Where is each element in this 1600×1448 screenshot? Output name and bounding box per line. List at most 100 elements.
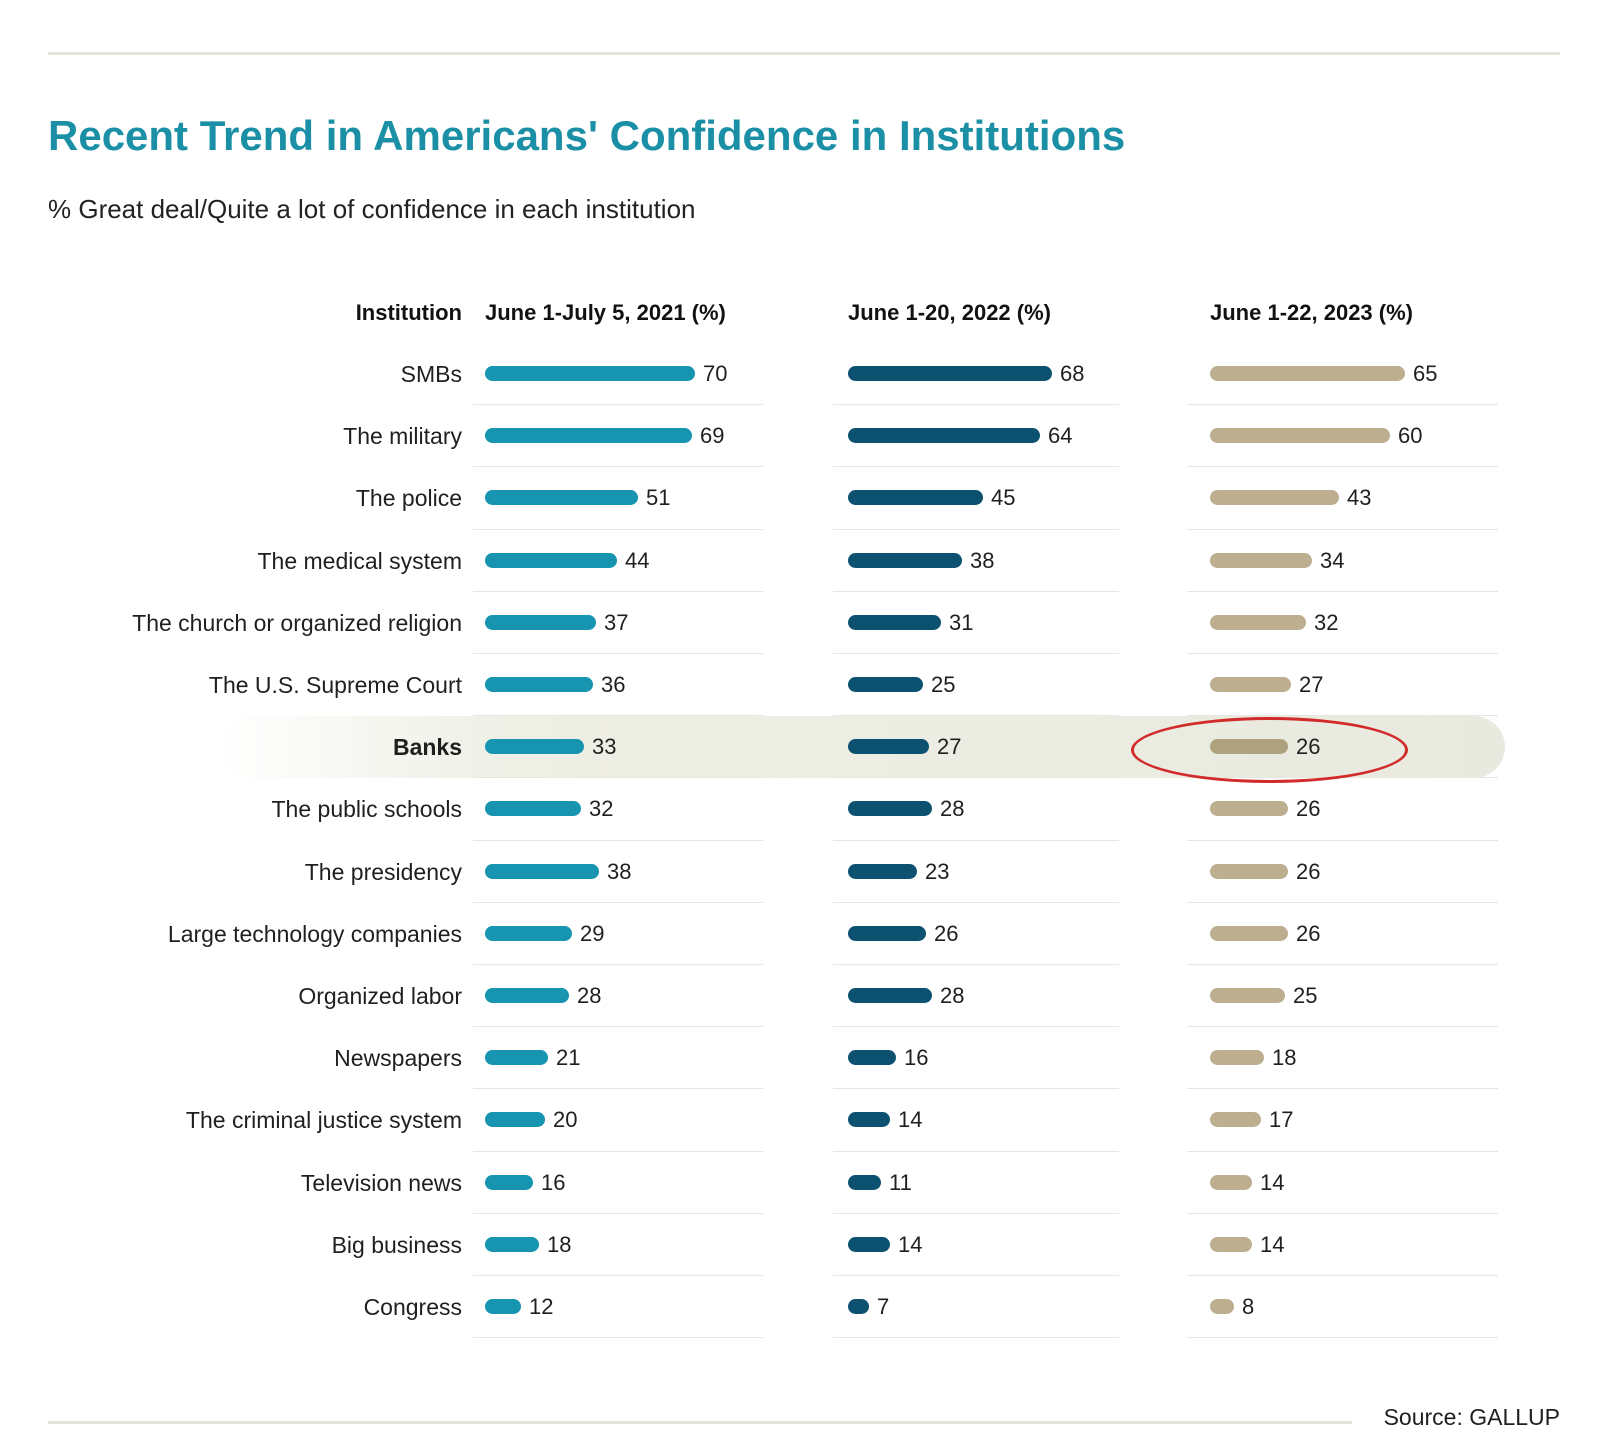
bar-value-label: 34 [1320, 547, 1345, 573]
source-note: Source: GALLUP [1383, 1404, 1560, 1430]
bar-value-label: 38 [607, 858, 632, 884]
bar [1210, 677, 1291, 692]
chart-title: Recent Trend in Americans' Confidence in… [48, 112, 1126, 159]
row-separator [1187, 1088, 1498, 1090]
row-label: The military [343, 423, 462, 450]
bar-value-label: 18 [547, 1231, 572, 1257]
bar-value-label: 26 [1296, 796, 1321, 822]
bar-value-label: 26 [1296, 858, 1321, 884]
row-separator [1187, 839, 1498, 841]
bar-value-label: 21 [556, 1045, 581, 1071]
row-separator [1187, 590, 1498, 592]
bar [1210, 366, 1405, 381]
bar [485, 1112, 545, 1128]
bar [485, 677, 593, 692]
bar-value-label: 60 [1398, 423, 1423, 449]
row-separator [473, 466, 763, 468]
bar [848, 677, 923, 692]
bar [1210, 1299, 1234, 1314]
row-separator [1187, 1212, 1498, 1214]
bar [1210, 614, 1306, 630]
bar [1210, 1236, 1252, 1252]
row-separator [473, 901, 763, 903]
bar-value-label: 31 [949, 609, 974, 635]
bar [848, 428, 1040, 444]
bar-value-label: 27 [1299, 672, 1324, 697]
row-separator [833, 1150, 1119, 1152]
row-label: Congress [363, 1294, 462, 1320]
row-separator [1187, 404, 1498, 406]
row-separator [833, 715, 1119, 717]
row-label: Television news [300, 1169, 462, 1196]
bar-value-label: 14 [1260, 1231, 1285, 1257]
bar [848, 1112, 890, 1128]
row-separator [473, 404, 763, 406]
bar [485, 490, 638, 506]
top-divider [48, 52, 1560, 55]
row-label: The U.S. Supreme Court [208, 672, 462, 698]
row-separator [473, 590, 763, 592]
bar-value-label: 28 [577, 983, 602, 1008]
bar [1210, 925, 1288, 941]
row-separator [833, 1212, 1119, 1214]
row-separator [473, 777, 763, 779]
row-label: The medical system [257, 547, 462, 574]
bar-value-label: 36 [601, 672, 626, 697]
bottom-divider [48, 1421, 1352, 1424]
bar [485, 863, 599, 879]
bar-value-label: 28 [940, 796, 965, 822]
bar-value-label: 18 [1272, 1045, 1297, 1071]
bar [485, 988, 569, 1003]
row-separator [1187, 1150, 1498, 1152]
bar [485, 801, 581, 817]
bar-value-label: 16 [904, 1045, 929, 1071]
row-separator [833, 528, 1119, 530]
row-separator [1187, 1275, 1498, 1276]
bar-value-label: 16 [541, 1169, 566, 1195]
bar-value-label: 12 [529, 1294, 554, 1319]
row-separator [473, 1150, 763, 1152]
bar [485, 925, 572, 941]
bar [848, 1236, 890, 1252]
row-label: Large technology companies [167, 920, 462, 947]
bar [485, 1236, 539, 1252]
bar [1210, 1050, 1264, 1066]
bar-value-label: 14 [898, 1107, 923, 1133]
bar-value-label: 11 [889, 1169, 912, 1195]
row-label: Newspapers [334, 1045, 462, 1072]
row-separator [1187, 528, 1498, 530]
row-separator [473, 653, 763, 654]
column-header-2021: June 1-July 5, 2021 (%) [485, 300, 726, 325]
row-label: The criminal justice system [185, 1107, 462, 1134]
bar [485, 1174, 533, 1190]
bar-value-label: 70 [703, 361, 728, 386]
row-label: The police [355, 485, 462, 512]
row-separator [473, 528, 763, 530]
bar-value-label: 28 [940, 983, 965, 1008]
bar-value-label: 8 [1242, 1294, 1255, 1319]
row-separator [833, 1088, 1119, 1090]
row-separator [473, 715, 763, 717]
bar-value-label: 14 [898, 1231, 923, 1257]
row-separator [1187, 964, 1498, 965]
row-separator [833, 964, 1119, 965]
bar-value-label: 68 [1060, 361, 1085, 386]
row-label: The church or organized religion [132, 609, 462, 636]
bar [848, 863, 917, 879]
bar [1210, 490, 1339, 506]
bar [485, 739, 584, 755]
bar [848, 552, 962, 568]
row-label: The presidency [304, 858, 462, 885]
bar [848, 1050, 896, 1066]
bar [1210, 1112, 1261, 1128]
row-separator [1187, 1026, 1498, 1028]
row-separator [833, 653, 1119, 654]
row-separator [473, 1026, 763, 1028]
bar-value-label: 27 [937, 734, 962, 760]
row-separator [473, 1337, 763, 1339]
row-label: SMBs [400, 361, 462, 387]
bar-value-label: 17 [1269, 1107, 1294, 1133]
bar [485, 614, 596, 630]
bar-value-label: 45 [991, 485, 1016, 511]
